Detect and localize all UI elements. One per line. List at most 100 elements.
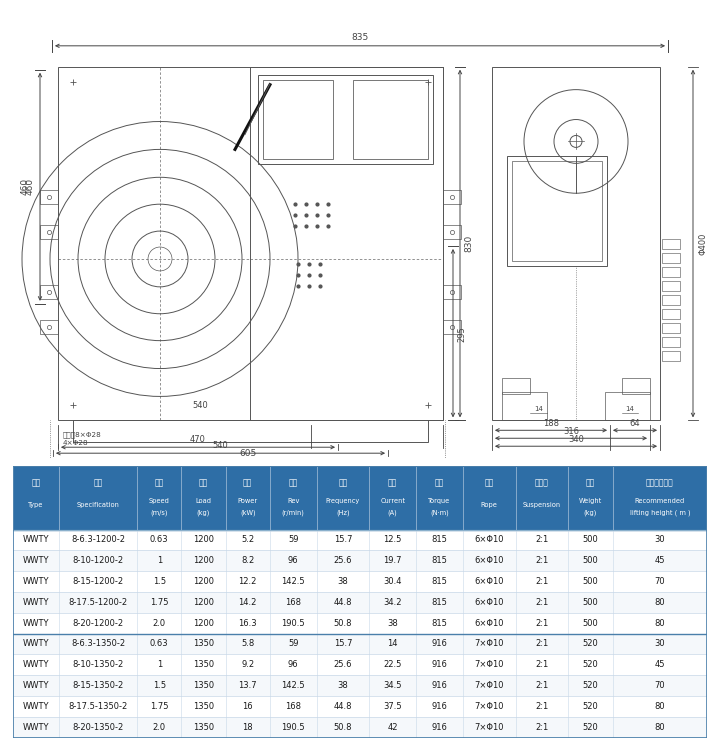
Text: 916: 916 [431,639,447,648]
Bar [13,571,707,592]
Text: 80: 80 [654,618,665,627]
Bar [13,633,707,654]
Text: 自重: 自重 [586,478,595,487]
Text: 1.75: 1.75 [150,702,168,711]
Text: 1200: 1200 [193,597,214,607]
Bar [263,80,333,159]
Text: 15.7: 15.7 [334,536,352,545]
Text: 6×Φ10: 6×Φ10 [474,557,504,565]
Text: 1200: 1200 [193,577,214,586]
Text: WWTY: WWTY [22,557,49,565]
Text: WWTY: WWTY [22,536,49,545]
Text: 520: 520 [582,639,598,648]
Text: Suspension: Suspension [523,502,561,508]
Text: 520: 520 [582,660,598,669]
Text: Power: Power [238,498,258,504]
Text: 916: 916 [431,723,447,732]
Bar [250,67,443,420]
Text: 转速: 转速 [289,478,298,487]
Text: (kW): (kW) [240,510,256,516]
Bar [40,225,58,239]
Text: 6×Φ10: 6×Φ10 [474,577,504,586]
Text: 340: 340 [568,435,584,444]
Text: 44.8: 44.8 [334,702,352,711]
Bar [13,551,707,571]
Text: 2:1: 2:1 [536,536,549,545]
Text: 2:1: 2:1 [536,723,549,732]
Text: 25.6: 25.6 [334,557,352,565]
Text: 8-15-1350-2: 8-15-1350-2 [73,681,124,690]
Bar [507,156,607,266]
Text: 2:1: 2:1 [536,557,549,565]
Text: 168: 168 [285,702,301,711]
Text: 45: 45 [654,557,665,565]
Text: 7×Φ10: 7×Φ10 [474,723,504,732]
Text: 80: 80 [654,702,665,711]
Text: 470: 470 [190,435,206,444]
Text: 载重: 载重 [199,478,208,487]
Text: 2:1: 2:1 [536,681,549,690]
Text: Φ400: Φ400 [698,233,707,256]
Text: Weight: Weight [579,498,602,504]
Text: 500: 500 [582,597,598,607]
Bar [13,675,707,696]
Text: 15.7: 15.7 [334,639,352,648]
Text: 6×Φ10: 6×Φ10 [474,536,504,545]
Text: WWTY: WWTY [22,702,49,711]
Text: lifting height ( m ): lifting height ( m ) [629,510,690,516]
Text: 7×Φ10: 7×Φ10 [474,681,504,690]
Bar [662,337,680,346]
Text: 2:1: 2:1 [536,597,549,607]
Text: 8.2: 8.2 [241,557,254,565]
Bar [13,717,707,738]
Text: 4×Φ28: 4×Φ28 [63,440,89,446]
Text: 520: 520 [582,723,598,732]
Text: 815: 815 [431,577,447,586]
Text: 16.3: 16.3 [238,618,257,627]
Text: 80: 80 [654,723,665,732]
Text: 7×Φ10: 7×Φ10 [474,639,504,648]
Text: 815: 815 [431,557,447,565]
Text: 8-10-1350-2: 8-10-1350-2 [73,660,124,669]
Text: WWTY: WWTY [22,660,49,669]
Text: 44.8: 44.8 [334,597,352,607]
Text: 2.0: 2.0 [153,723,166,732]
Text: 推荐提升高度: 推荐提升高度 [646,478,674,487]
Text: 520: 520 [582,681,598,690]
Text: 1350: 1350 [193,723,214,732]
Text: 835: 835 [351,33,369,42]
Text: Type: Type [28,502,44,508]
Text: 815: 815 [431,536,447,545]
Text: 14: 14 [534,406,544,413]
Bar [512,162,602,261]
Text: 2:1: 2:1 [536,618,549,627]
Text: 38: 38 [338,577,348,586]
Text: 7×Φ10: 7×Φ10 [474,702,504,711]
Text: 14: 14 [626,406,634,413]
Text: 500: 500 [582,618,598,627]
Text: 830: 830 [464,235,473,252]
Text: 59: 59 [288,639,299,648]
Bar [492,67,660,420]
Bar [443,190,461,204]
Text: 59: 59 [288,536,299,545]
Text: 45: 45 [654,660,665,669]
Text: 500: 500 [582,557,598,565]
Text: 0.63: 0.63 [150,536,168,545]
Text: WWTY: WWTY [22,597,49,607]
Bar [13,466,707,530]
Bar [13,592,707,612]
Text: 1.5: 1.5 [153,681,166,690]
Text: WWTY: WWTY [22,577,49,586]
Text: 8-15-1200-2: 8-15-1200-2 [73,577,124,586]
Text: 316: 316 [563,428,579,437]
Text: 70: 70 [654,577,665,586]
Text: 1200: 1200 [193,557,214,565]
Text: 500: 500 [582,577,598,586]
Text: Load: Load [196,498,212,504]
Text: 绳规: 绳规 [485,478,494,487]
Text: 30.4: 30.4 [384,577,402,586]
Text: (Hz): (Hz) [336,510,350,516]
Text: 70: 70 [654,681,665,690]
Text: 13.7: 13.7 [238,681,257,690]
